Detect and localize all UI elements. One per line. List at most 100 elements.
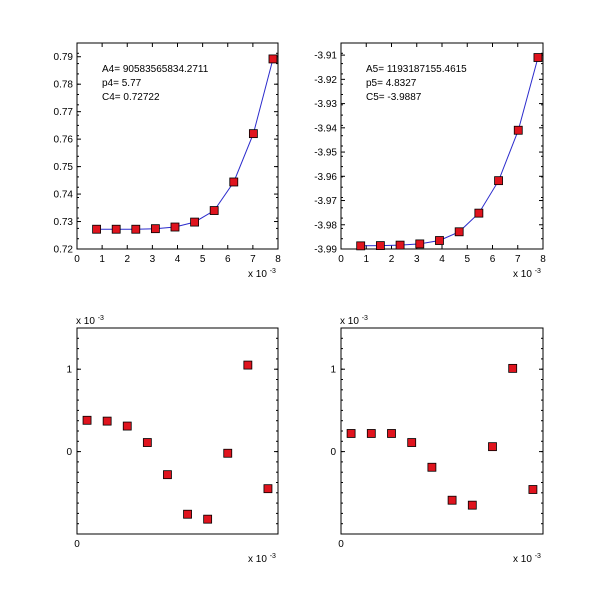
data-point xyxy=(131,224,141,234)
data-point xyxy=(435,236,444,245)
data-point xyxy=(407,438,417,447)
data-point xyxy=(248,129,258,139)
annotation-line: p4= 5.77 xyxy=(102,78,142,89)
data-point xyxy=(467,500,477,510)
x-tick-label: 4 xyxy=(439,254,445,265)
data-point xyxy=(427,462,437,472)
data-point xyxy=(183,509,192,519)
y-tick-label: -3.99 xyxy=(314,245,337,256)
y-tick-label: 0.75 xyxy=(54,162,74,173)
y-tick-label: 0.72 xyxy=(54,245,74,256)
y-scale-label: x 10 -3 xyxy=(340,315,368,327)
x-tick-label: 4 xyxy=(175,254,181,265)
data-point xyxy=(203,514,213,524)
data-point xyxy=(528,485,538,494)
fit-line xyxy=(360,57,539,247)
data-point xyxy=(415,239,425,249)
x-tick-label: 0 xyxy=(74,539,80,550)
annotation-line: C4= 0.72722 xyxy=(102,92,160,103)
fit-line xyxy=(96,58,274,230)
data-point xyxy=(366,429,376,438)
data-point xyxy=(122,421,132,431)
data-point xyxy=(92,224,101,234)
data-point xyxy=(209,206,219,215)
data-point xyxy=(488,442,497,452)
data-point xyxy=(513,125,523,135)
y-tick-label: 0.79 xyxy=(54,52,74,63)
x-tick-label: 0 xyxy=(338,254,344,265)
x-tick-label: 0 xyxy=(338,539,344,550)
data-point xyxy=(190,217,199,227)
data-point xyxy=(454,227,464,237)
data-point xyxy=(268,54,278,64)
data-point xyxy=(346,429,356,438)
data-point xyxy=(150,224,160,234)
data-point xyxy=(494,176,503,186)
data-point xyxy=(533,53,543,62)
panel-4: 1 0 x 10 -3 0 x 10 -3 xyxy=(330,315,544,565)
data-point xyxy=(229,177,239,187)
y-tick-label: 0.74 xyxy=(54,190,74,201)
x-tick-label: 3 xyxy=(150,254,156,265)
y-tick-label: 0 xyxy=(66,447,72,458)
data-point xyxy=(508,363,518,373)
y-tick-label: -3.92 xyxy=(314,75,337,86)
x-tick-label: 5 xyxy=(200,254,206,265)
panel-1: 0 1 2 3 4 5 6 7 8 0.72 0.73 0.74 0.75 0.76 0.77 0.78 0.7… xyxy=(54,42,281,280)
y-tick-label: 0.77 xyxy=(54,107,74,118)
data-point xyxy=(223,448,233,458)
annotation-line: p5= 4.8327 xyxy=(366,78,417,89)
x-tick-label: 2 xyxy=(389,254,395,265)
data-point xyxy=(263,484,273,494)
y-tick-label: 0.78 xyxy=(54,80,74,91)
axes-frame xyxy=(340,42,544,250)
data-point xyxy=(474,208,484,218)
data-point xyxy=(395,240,405,250)
y-tick-label: -3.95 xyxy=(314,148,337,159)
y-tick-label: -3.93 xyxy=(314,99,337,110)
x-tick-label: 8 xyxy=(540,254,546,265)
y-tick-label: 1 xyxy=(330,365,336,376)
annotation-line: A5= 1193187155.4615 xyxy=(366,64,467,75)
x-tick-label: 7 xyxy=(515,254,521,265)
data-point xyxy=(375,241,385,251)
y-tick-label: -3.98 xyxy=(314,220,337,231)
y-scale-label: x 10 -3 xyxy=(76,315,104,327)
x-tick-label: 1 xyxy=(363,254,369,265)
data-point xyxy=(243,360,253,370)
axes-frame xyxy=(76,327,279,535)
x-tick-label: 3 xyxy=(414,254,420,265)
x-tick-label: 2 xyxy=(124,254,130,265)
x-scale-label: x 10 -3 xyxy=(248,553,276,565)
y-tick-label: -3.91 xyxy=(314,51,337,62)
x-scale-label: x 10 -3 xyxy=(248,268,276,280)
data-point xyxy=(111,224,121,234)
x-tick-label: 8 xyxy=(275,254,281,265)
data-point xyxy=(447,495,457,505)
data-point xyxy=(170,222,180,232)
panel-3: 1 0 x 10 -3 0 x 10 -3 xyxy=(66,315,279,565)
data-point xyxy=(102,416,112,426)
x-tick-label: 6 xyxy=(490,254,496,265)
y-tick-label: -3.96 xyxy=(314,172,337,183)
data-point xyxy=(163,470,172,480)
y-tick-label: 0.76 xyxy=(54,135,74,146)
y-tick-label: -3.97 xyxy=(314,196,337,207)
y-tick-label: 0 xyxy=(330,447,336,458)
y-tick-label: 0.73 xyxy=(54,217,74,228)
annotation-line: C5= -3.9887 xyxy=(366,92,422,103)
x-tick-label: 6 xyxy=(225,254,231,265)
x-scale-label: x 10 -3 xyxy=(513,553,541,565)
y-tick-label: -3.94 xyxy=(314,123,337,134)
y-tick-label: 1 xyxy=(66,365,72,376)
x-scale-label: x 10 -3 xyxy=(513,268,541,280)
data-point xyxy=(142,438,152,447)
data-point xyxy=(82,415,92,425)
x-tick-label: 1 xyxy=(99,254,105,265)
annotation-line: A4= 90583565834.2711 xyxy=(102,64,209,75)
data-point xyxy=(356,241,366,251)
x-tick-label: 0 xyxy=(74,254,80,265)
x-tick-label: 5 xyxy=(464,254,470,265)
x-tick-label: 7 xyxy=(250,254,256,265)
